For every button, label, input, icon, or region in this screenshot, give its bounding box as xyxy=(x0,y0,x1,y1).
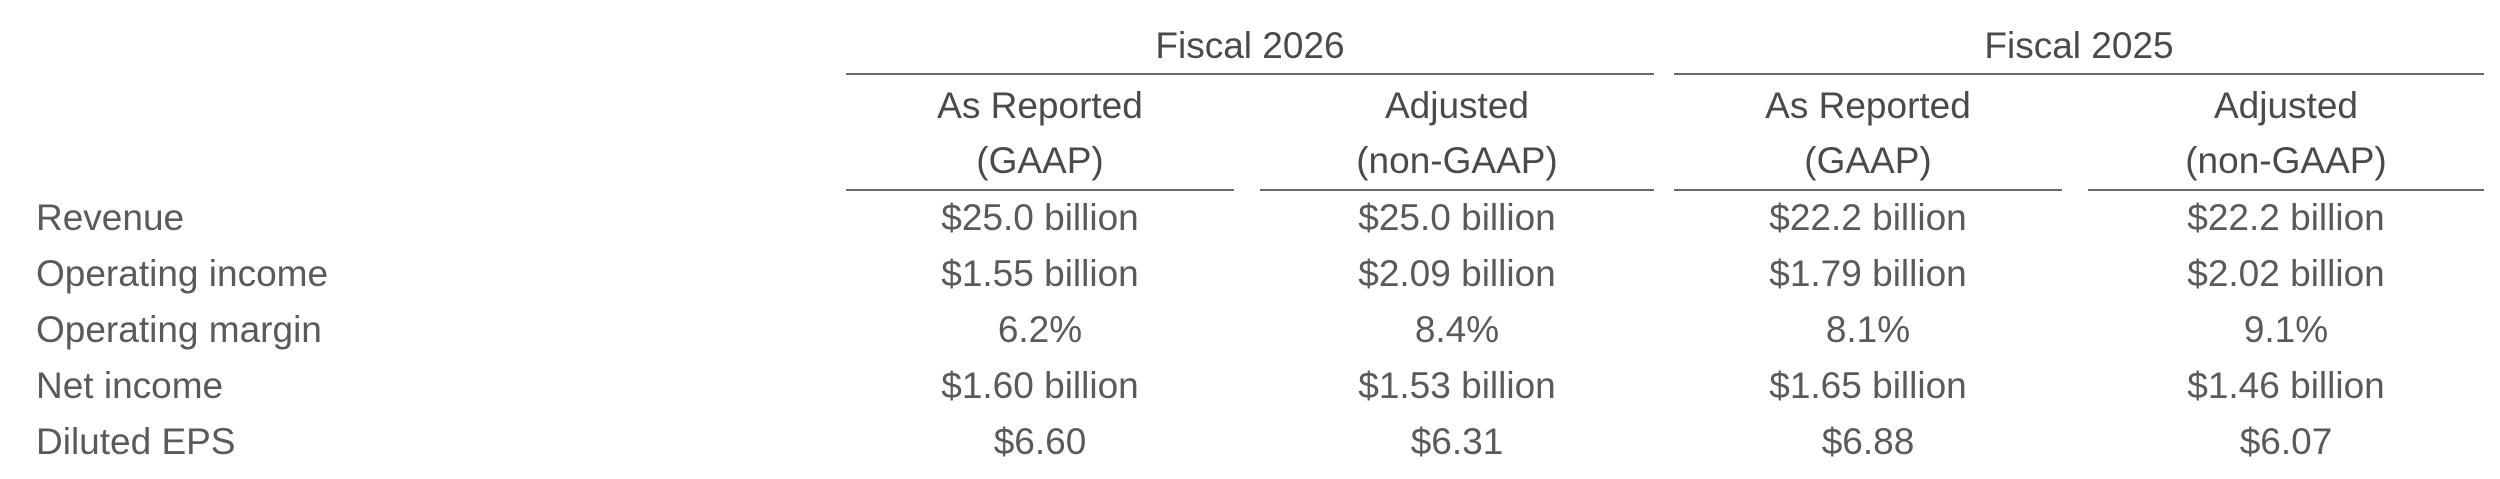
column-header-2025-adjusted: Adjusted (non-GAAP) xyxy=(2088,78,2484,188)
cell-operating-income-2026-gaap: $1.55 billion xyxy=(941,253,1139,294)
column-rule-2025-as-reported xyxy=(1674,189,2062,191)
column-header-2026-adjusted: Adjusted (non-GAAP) xyxy=(1260,78,1654,188)
row-label-diluted-eps: Diluted EPS xyxy=(36,421,236,462)
column-header-2025-as-reported: As Reported (GAAP) xyxy=(1674,78,2062,188)
column-header-line1: Adjusted xyxy=(2214,85,2358,126)
cell-operating-margin-2025-gaap: 8.1% xyxy=(1825,309,1911,350)
cell-operating-margin-2025-adjusted: 9.1% xyxy=(2243,309,2329,350)
column-header-line1: Adjusted xyxy=(1385,85,1529,126)
column-rule-2025-adjusted xyxy=(2088,189,2484,191)
column-header-line2: (non-GAAP) xyxy=(2185,140,2387,181)
column-header-2026-as-reported: As Reported (GAAP) xyxy=(846,78,1234,188)
cell-net-income-2025-adjusted: $1.46 billion xyxy=(2187,365,2385,406)
row-label-operating-income: Operating income xyxy=(36,253,329,294)
column-header-line1: As Reported xyxy=(937,85,1143,126)
cell-net-income-2026-gaap: $1.60 billion xyxy=(941,365,1139,406)
cell-revenue-2025-adjusted: $22.2 billion xyxy=(2187,197,2385,238)
group-title-fiscal-2025: Fiscal 2025 xyxy=(1984,25,2174,66)
row-label-net-income: Net income xyxy=(36,365,224,406)
cell-operating-income-2025-adjusted: $2.02 billion xyxy=(2187,253,2385,294)
cell-operating-income-2025-gaap: $1.79 billion xyxy=(1769,253,1967,294)
cell-operating-margin-2026-gaap: 6.2% xyxy=(997,309,1083,350)
column-rule-2026-adjusted xyxy=(1260,189,1654,191)
row-label-operating-margin: Operating margin xyxy=(36,309,322,350)
cell-revenue-2025-gaap: $22.2 billion xyxy=(1769,197,1967,238)
column-header-line2: (GAAP) xyxy=(976,140,1104,181)
group-rule-fiscal-2026 xyxy=(846,73,1654,75)
cell-operating-margin-2026-adjusted: 8.4% xyxy=(1414,309,1500,350)
cell-diluted-eps-2025-gaap: $6.88 xyxy=(1821,421,1915,462)
cell-diluted-eps-2026-gaap: $6.60 xyxy=(993,421,1087,462)
cell-operating-income-2026-adjusted: $2.09 billion xyxy=(1358,253,1556,294)
column-header-line1: As Reported xyxy=(1765,85,1971,126)
cell-revenue-2026-adjusted: $25.0 billion xyxy=(1358,197,1556,238)
cell-diluted-eps-2026-adjusted: $6.31 xyxy=(1410,421,1504,462)
column-rule-2026-as-reported xyxy=(846,189,1234,191)
column-header-line2: (non-GAAP) xyxy=(1356,140,1558,181)
column-header-line2: (GAAP) xyxy=(1804,140,1932,181)
row-label-revenue: Revenue xyxy=(36,197,185,238)
cell-net-income-2026-adjusted: $1.53 billion xyxy=(1358,365,1556,406)
cell-revenue-2026-gaap: $25.0 billion xyxy=(941,197,1139,238)
group-rule-fiscal-2025 xyxy=(1674,73,2484,75)
cell-diluted-eps-2025-adjusted: $6.07 xyxy=(2239,421,2333,462)
group-title-fiscal-2026: Fiscal 2026 xyxy=(1155,25,1345,66)
cell-net-income-2025-gaap: $1.65 billion xyxy=(1769,365,1967,406)
